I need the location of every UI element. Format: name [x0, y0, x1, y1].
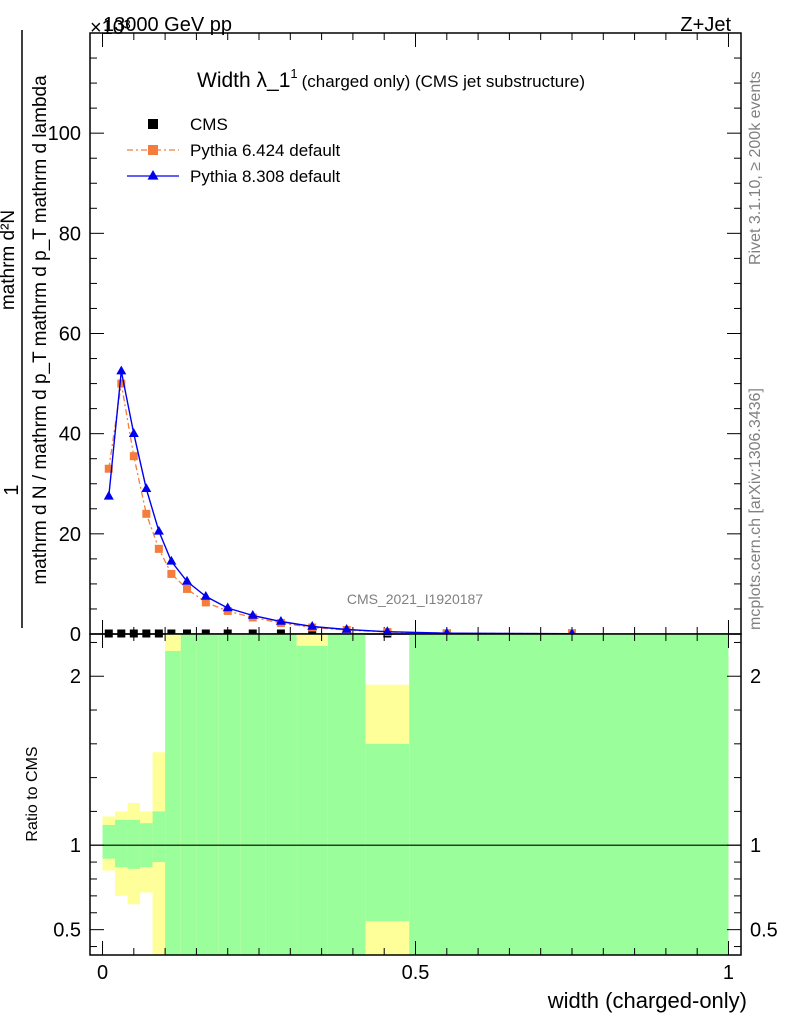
green-band-8 [218, 634, 241, 955]
green-band-5 [165, 650, 181, 955]
ratio-y-tick-label-right: 2 [750, 666, 761, 688]
legend-marker [148, 119, 158, 129]
ratio-y-tick-label: 1 [70, 835, 81, 857]
data-point [200, 590, 211, 600]
green-band-1 [115, 819, 128, 868]
ratio-panel: 0 0.5 1 0.5 0.5 1 1 2 2 [53, 633, 778, 984]
y-tick-label: 60 [59, 324, 81, 346]
series-line [108, 370, 573, 635]
y-axis-label-top: mathrm d²N [0, 210, 19, 310]
green-band-12 [327, 634, 366, 955]
y-tick-label: 100 [48, 123, 81, 145]
data-point [341, 623, 352, 633]
title-main: Width λ_1 [197, 69, 290, 92]
y-axis-exponent: ×10³ [90, 17, 131, 39]
data-point [275, 615, 286, 625]
data-point [167, 569, 176, 578]
ratio-y-tick-label-right: 1 [750, 835, 761, 857]
y-tick-label: 40 [59, 424, 81, 446]
x-tick-label: 0.5 [402, 962, 430, 984]
legend-marker [148, 145, 158, 155]
legend-entry: Pythia 8.308 default [190, 167, 341, 186]
green-band-0 [102, 824, 116, 859]
title-sup: 1 [290, 66, 297, 81]
legend-entry: Pythia 6.424 default [190, 141, 341, 160]
green-band-13 [365, 743, 410, 922]
green-band-2 [127, 819, 141, 869]
ratio-y-axis-label: Ratio to CMS [24, 746, 41, 841]
data-point [307, 620, 318, 630]
data-point [128, 428, 139, 437]
ratio-y-tick-label-right: 0.5 [750, 920, 778, 942]
y-axis-label-denominator: mathrm d N / mathrm d p_T mathrm d p_T m… [30, 75, 51, 585]
data-point [201, 598, 210, 607]
data-point [116, 365, 127, 375]
data-point [103, 490, 114, 500]
y-tick-label: 20 [59, 524, 81, 546]
series-line [108, 383, 573, 635]
x-axis-label: width (charged-only) [547, 988, 747, 1013]
data-point [247, 609, 258, 619]
data-point [129, 452, 138, 461]
x-tick-label: 1 [723, 962, 734, 984]
legend-marker [147, 169, 159, 180]
data-point [182, 575, 193, 585]
ratio-y-tick-label: 0.5 [53, 920, 81, 942]
legend: CMS Pythia 6.424 default Pythia 8.308 defa… [127, 115, 341, 186]
data-point [166, 555, 177, 565]
green-band-14 [409, 634, 729, 955]
x-tick-label: 0 [97, 962, 108, 984]
y-tick-label: 80 [59, 223, 81, 245]
green-band-7 [196, 634, 219, 955]
analysis-watermark: CMS_2021_I1920187 [347, 591, 483, 607]
green-band-9 [240, 634, 266, 955]
y-axis-label-numerator: 1 [1, 484, 23, 495]
green-band-6 [180, 634, 197, 955]
data-point [141, 483, 152, 493]
data-point [183, 584, 192, 593]
data-point [222, 602, 233, 612]
data-point [382, 626, 393, 636]
chart-title: Width λ_11 (charged only) (CMS jet substr… [197, 66, 585, 92]
green-band-10 [265, 634, 297, 955]
rivet-label: Rivet 3.1.10, ≥ 200k events [747, 71, 764, 265]
main-frame [89, 32, 742, 635]
series-2 [103, 365, 577, 638]
header-process: 13000 GeV pp [103, 14, 232, 36]
mcplots-label: mcplots.cern.ch [arXiv:1306.3436] [747, 388, 764, 630]
data-point [104, 464, 113, 473]
y-tick-label: 0 [70, 624, 81, 646]
legend-entry: CMS [190, 115, 228, 134]
data-point [117, 379, 126, 388]
header-channel: Z+Jet [680, 14, 731, 36]
green-band-4 [152, 811, 166, 863]
data-point [142, 509, 151, 518]
data-point [154, 544, 163, 553]
data-point [153, 525, 164, 535]
series-1 [104, 379, 576, 638]
green-band-11 [296, 645, 328, 955]
title-rest: (charged only) (CMS jet substructure) [302, 72, 585, 91]
ratio-y-tick-label: 2 [70, 666, 81, 688]
